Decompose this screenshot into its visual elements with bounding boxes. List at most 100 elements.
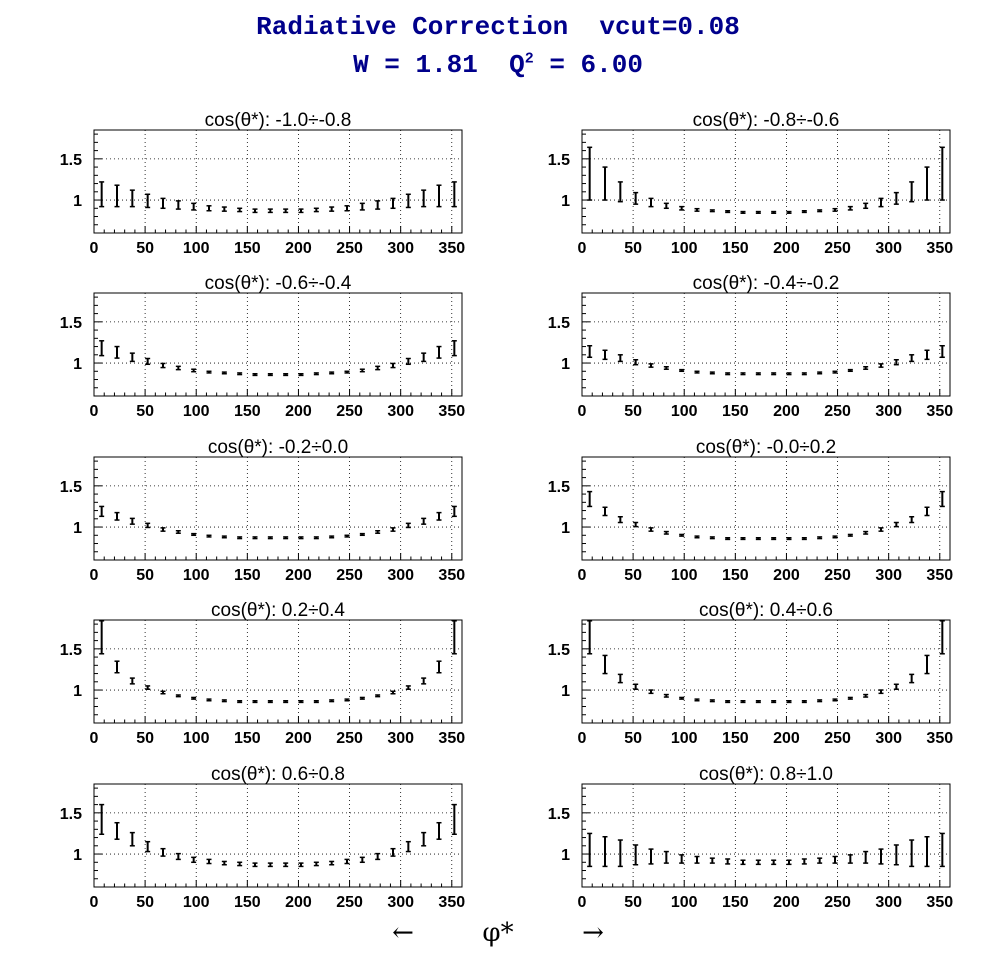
data-point: [847, 696, 853, 700]
x-tick-label: 300: [875, 403, 902, 420]
data-point: [114, 821, 120, 840]
data-point: [160, 527, 166, 532]
panel-title: cos(θ*): -0.0÷0.2: [696, 437, 836, 458]
x-tick-label: 300: [387, 730, 414, 747]
y-tick-label: 1.5: [60, 642, 82, 659]
data-point: [709, 371, 715, 375]
plot-frame: [93, 129, 463, 234]
data-point: [587, 832, 593, 868]
data-point: [679, 368, 685, 373]
data-point: [817, 371, 823, 375]
x-tick-label: 50: [136, 730, 154, 747]
data-point: [709, 699, 715, 703]
data-point: [359, 202, 365, 211]
subplot-1: 0 50 100 150 200 250 300 350 1 1.5 cos(θ*): -1.0÷-…: [60, 110, 465, 257]
x-tick-label: 300: [387, 403, 414, 420]
data-point: [421, 189, 427, 208]
data-point: [421, 517, 427, 525]
subplot-3: 0 50 100 150 200 250 300 350 1 1.5 cos(θ*): -0.6÷-…: [60, 273, 465, 420]
data-point: [755, 372, 761, 376]
data-point: [344, 698, 350, 702]
data-point: [99, 620, 105, 655]
data-point: [375, 200, 381, 210]
data-point: [191, 532, 197, 537]
panel-title: cos(θ*): -0.8÷-0.6: [693, 110, 840, 131]
y-tick-label: 1: [561, 520, 570, 537]
x-tick-label: 150: [234, 240, 261, 257]
subplot-2: 0 50 100 150 200 250 300 350 1 1.5 cos(θ*): -0.8÷-…: [548, 110, 953, 257]
x-tick-label: 100: [671, 567, 698, 584]
data-point: [390, 847, 396, 857]
subplot-5: 0 50 100 150 200 250 300 350 1 1.5 cos(θ*): -0.2÷0…: [60, 437, 465, 584]
data-point: [602, 506, 608, 517]
data-point: [755, 210, 761, 214]
data-point: [99, 340, 105, 357]
data-point: [160, 690, 166, 695]
x-tick-label: 50: [136, 240, 154, 257]
data-point: [283, 208, 289, 214]
x-tick-label: 350: [438, 730, 465, 747]
x-tick-label: 250: [824, 567, 851, 584]
x-tick-label: 350: [438, 567, 465, 584]
data-point: [863, 202, 869, 210]
x-tick-label: 50: [624, 894, 642, 911]
data-point: [298, 373, 304, 377]
data-point: [771, 700, 777, 704]
data-point: [421, 831, 427, 847]
data-point: [175, 365, 181, 371]
plot-frame: [581, 129, 951, 234]
y-tick-label: 1.5: [548, 479, 570, 496]
x-tick-label: 50: [136, 403, 154, 420]
plot-frame: [93, 456, 463, 561]
data-point: [924, 166, 930, 201]
data-point: [145, 522, 151, 529]
x-tick-label: 350: [926, 567, 953, 584]
x-tick-label: 50: [624, 567, 642, 584]
x-tick-label: 300: [387, 894, 414, 911]
data-point: [145, 357, 151, 366]
x-tick-label: 200: [773, 894, 800, 911]
data-point: [801, 858, 807, 865]
x-tick-label: 250: [336, 894, 363, 911]
x-tick-label: 150: [722, 730, 749, 747]
data-point: [786, 537, 792, 541]
subplot-6: 0 50 100 150 200 250 300 350 1 1.5 cos(θ*): -0.0÷0…: [548, 437, 953, 584]
data-point: [451, 181, 457, 208]
data-point: [679, 696, 685, 700]
data-point: [801, 372, 807, 376]
data-point: [313, 700, 319, 704]
data-point: [451, 505, 457, 518]
data-point: [175, 852, 181, 861]
left-arrow-icon: ←: [392, 918, 414, 948]
data-point: [160, 197, 166, 210]
x-tick-label: 0: [90, 894, 99, 911]
y-tick-label: 1.5: [548, 315, 570, 332]
x-tick-label: 50: [624, 240, 642, 257]
data-point: [237, 372, 243, 376]
y-tick-label: 1: [73, 356, 82, 373]
data-point: [771, 210, 777, 214]
data-point: [725, 210, 731, 214]
data-point: [298, 862, 304, 868]
data-point: [129, 677, 135, 685]
x-tick-label: 100: [183, 240, 210, 257]
data-point: [633, 683, 639, 690]
data-point: [617, 181, 623, 203]
data-point: [863, 850, 869, 864]
data-point: [909, 839, 915, 868]
plot-frame: [93, 783, 463, 888]
data-point: [878, 527, 884, 532]
data-point: [878, 848, 884, 865]
data-point: [390, 690, 396, 695]
x-tick-label: 250: [336, 240, 363, 257]
data-point: [587, 146, 593, 201]
data-point: [939, 620, 945, 655]
x-tick-label: 100: [183, 894, 210, 911]
data-point: [740, 537, 746, 541]
data-point: [451, 803, 457, 836]
data-point: [191, 368, 197, 373]
data-point: [909, 181, 915, 203]
data-point: [786, 700, 792, 704]
data-point: [893, 521, 899, 528]
data-point: [436, 511, 442, 521]
